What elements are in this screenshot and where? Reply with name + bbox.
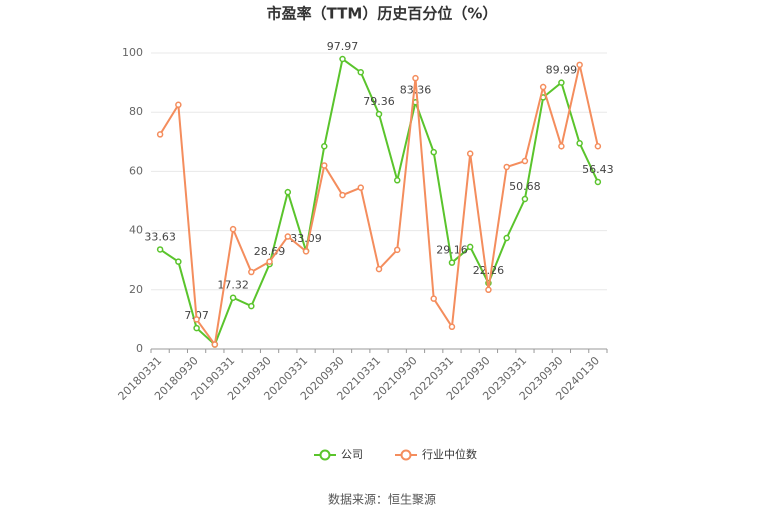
legend-item: 行业中位数 <box>395 447 477 461</box>
point <box>412 74 419 82</box>
point <box>193 316 200 323</box>
y-tick-label: 80 <box>129 105 143 118</box>
y-tick-label: 20 <box>129 283 143 296</box>
point <box>229 294 237 301</box>
point <box>503 163 510 171</box>
data-label: 89.99 <box>546 64 578 77</box>
point <box>448 323 456 331</box>
point <box>594 178 602 186</box>
y-tick-label: 100 <box>122 46 143 59</box>
point <box>302 248 310 255</box>
point <box>558 79 565 86</box>
data-label: 56.43 <box>582 163 614 176</box>
point <box>284 188 292 196</box>
legend-item: 公司 <box>314 448 363 461</box>
point <box>594 142 602 150</box>
data-label: 33.09 <box>290 232 322 245</box>
data-label: 97.97 <box>327 40 359 53</box>
data-label: 17.32 <box>217 279 249 292</box>
point <box>375 265 383 273</box>
point <box>466 243 474 251</box>
point <box>357 184 365 191</box>
point <box>576 61 583 69</box>
point <box>521 157 529 165</box>
point <box>175 258 182 265</box>
point <box>339 55 346 63</box>
y-tick-label: 0 <box>136 342 143 355</box>
point <box>558 142 565 150</box>
legend-marker <box>400 449 412 461</box>
data-label: 50.68 <box>509 180 541 193</box>
point <box>393 177 401 184</box>
legend-label: 行业中位数 <box>422 447 477 461</box>
legend-marker <box>319 449 331 461</box>
point <box>448 259 456 266</box>
point <box>321 162 328 169</box>
point <box>576 140 583 147</box>
legend-label: 公司 <box>341 448 363 461</box>
point <box>466 150 474 157</box>
point <box>229 225 237 233</box>
chart-title: 市盈率（TTM）历史百分位（%） <box>267 5 498 23</box>
data-label: 33.63 <box>144 230 176 243</box>
point <box>430 148 437 156</box>
point <box>521 195 529 203</box>
point <box>266 258 273 265</box>
data-label: 79.36 <box>363 95 395 108</box>
point <box>156 131 164 138</box>
source-note: 数据来源：恒生聚源 <box>328 492 436 507</box>
data-label: 29.16 <box>436 244 468 257</box>
point <box>248 302 255 310</box>
point <box>193 324 200 332</box>
point <box>357 68 365 76</box>
point <box>248 268 255 276</box>
y-tick-label: 40 <box>129 224 143 237</box>
point <box>503 234 510 242</box>
data-label: 22.26 <box>473 264 505 277</box>
point <box>175 101 182 109</box>
point <box>284 233 292 240</box>
point <box>375 110 383 118</box>
data-label: 28.69 <box>254 245 286 258</box>
point <box>211 341 219 348</box>
point <box>156 246 164 253</box>
point <box>430 295 437 302</box>
point <box>393 246 401 254</box>
point <box>539 83 547 91</box>
point <box>485 286 492 294</box>
point <box>339 191 346 199</box>
point <box>321 142 328 150</box>
y-tick-label: 60 <box>129 164 143 177</box>
